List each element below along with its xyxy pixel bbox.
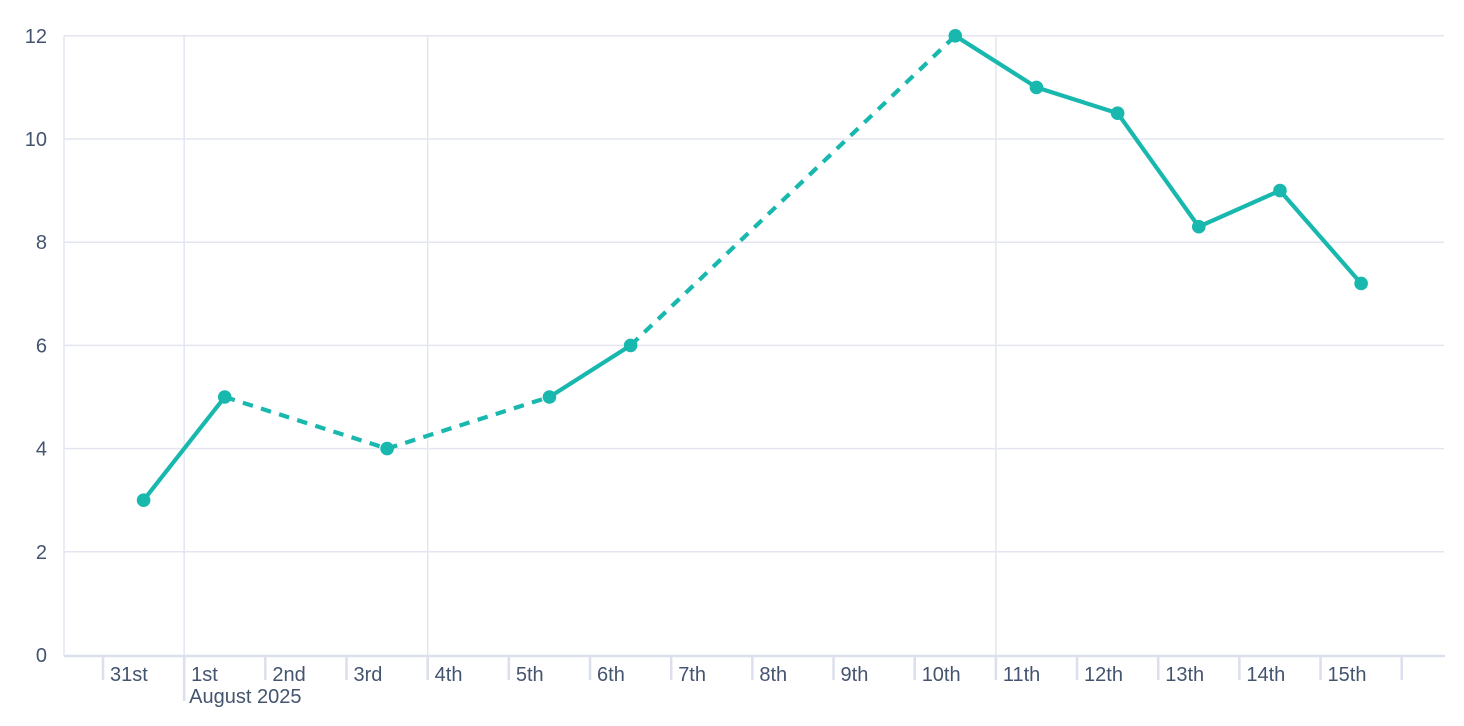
data-point[interactable] [380, 441, 394, 456]
series-segment-solid [953, 33, 1039, 90]
x-tick-label: 9th [841, 664, 869, 686]
x-tick-label: 1st [191, 664, 218, 686]
series-segment-solid [1277, 188, 1364, 286]
x-tick-label: 7th [678, 664, 706, 686]
y-tick-label: 2 [36, 542, 47, 564]
y-tick-label: 8 [36, 232, 47, 254]
x-tick-label: 11th [1003, 664, 1040, 686]
y-tick-label: 4 [36, 439, 47, 461]
data-point[interactable] [217, 390, 232, 404]
y-tick-label: 6 [36, 335, 47, 357]
y-tick-label: 10 [25, 129, 47, 151]
series-segment-solid [547, 343, 633, 400]
series-segment-dashed [629, 34, 957, 347]
x-tick-label: 31st [110, 664, 148, 686]
series-segment-dashed [386, 394, 551, 451]
x-tick-label: 15th [1328, 664, 1367, 686]
labels-layer: 31st 1st 2nd 3rd 4th 5th 6th 7th 8th 9th 10th 11th 1… [25, 26, 1367, 708]
x-tick-label: 2nd [272, 664, 305, 686]
series-segment-solid [1196, 188, 1283, 229]
series-layer [136, 29, 1368, 508]
data-point[interactable] [948, 29, 963, 43]
data-point[interactable] [1354, 276, 1368, 291]
x-tick-label: 3rd [354, 664, 383, 686]
data-point[interactable] [1191, 219, 1206, 234]
y-tick-label: 0 [36, 645, 47, 667]
data-point[interactable] [1110, 106, 1125, 120]
x-tick-label: 6th [597, 664, 625, 686]
data-point[interactable] [542, 390, 557, 404]
data-point[interactable] [623, 338, 638, 353]
x-tick-label: 8th [759, 664, 787, 686]
gridlines-layer [63, 35, 1444, 656]
data-point[interactable] [1273, 183, 1287, 198]
x-tick-label: 12th [1084, 664, 1123, 686]
x-tick-label: 13th [1165, 664, 1204, 686]
series-segment-solid [1115, 111, 1201, 229]
data-point[interactable] [136, 493, 151, 508]
axis-layer [64, 654, 1445, 701]
series-segment-dashed [224, 394, 388, 451]
x-tick-label: 14th [1246, 664, 1285, 686]
series-segment-solid [1034, 85, 1120, 116]
y-tick-label: 12 [25, 26, 47, 48]
series-segment-solid [141, 394, 227, 503]
x-tick-label: 10th [922, 664, 961, 686]
x-tick-label: 4th [435, 664, 463, 686]
x-tick-label: 5th [516, 664, 544, 686]
x-axis-month-label: August 2025 [189, 686, 301, 708]
data-point[interactable] [1029, 80, 1044, 95]
